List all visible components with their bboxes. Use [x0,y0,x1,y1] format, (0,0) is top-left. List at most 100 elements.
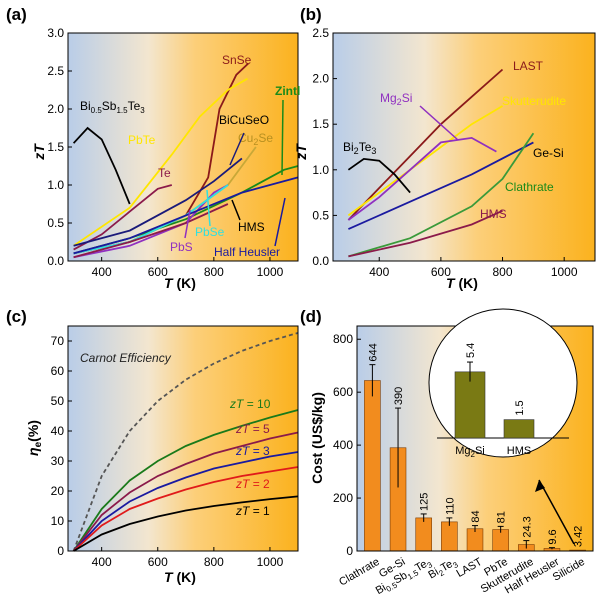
bar-value-half-heusler: 9.6 [547,529,559,544]
label-snse: SnSe [222,53,252,67]
category-label-bi2te3: Bi2Te3 [426,556,460,584]
bisbte-bi: Bi [80,99,91,113]
series-line-a-pbse [73,184,229,255]
series-line-b-clathrate [348,132,535,258]
panel-c-frame [67,325,299,552]
series-line-a-half-heusler [73,176,299,255]
panel-b-xlabel: T (K) [446,275,478,291]
bar-last [466,528,484,552]
bar-value-skutterudite: 24.3 [521,516,533,537]
ytick-label-c-50: 50 [51,394,65,408]
series-line-c-zt-3 [72,451,299,552]
bisbte-s1: 0.5 [91,106,103,115]
panel-a-xlabel: T (K) [164,275,196,291]
inset-cat-mg: Mg [455,445,470,457]
ytick-label-c-70: 70 [51,334,65,348]
bar-value-last: 84 [470,510,482,522]
series-line-a-te [73,184,173,251]
xtick-label-b-800: 800 [493,265,513,279]
ytick-label-b-2.0: 2.0 [312,72,329,86]
label-mg2si: Mg2Si [380,91,412,107]
xtick-label-c-800: 800 [204,555,224,569]
label-bi2te3: Bi2Te3 [343,140,376,156]
label-hms-b: HMS [480,207,507,221]
bar-value-bi2te3: 110 [444,497,456,515]
bar-value-clathrate: 644 [367,343,379,361]
ytick-label-a-2.0: 2.0 [47,102,64,116]
ytick-label-a-1.5: 1.5 [47,140,64,154]
panel-label-c: (c) [6,307,27,326]
xtick-label-c-400: 400 [92,555,112,569]
label-zt10: zT = 10 [229,397,271,411]
panel-c-xlabel-unit: (K) [177,569,196,585]
bi2te3-sub: 2 [354,146,359,156]
ytick-label-c-0: 0 [57,544,64,558]
zt2-var: zT [235,477,251,491]
xtick-label-a-400: 400 [92,265,112,279]
label-zt2: zT = 2 [235,477,270,491]
panel-b-xlabel-unit: (K) [459,275,478,291]
ytick-label-b-0.0: 0.0 [312,254,329,268]
zt5-val: = 5 [253,422,270,436]
panel-b-background [333,33,595,261]
ytick-label-c-60: 60 [51,364,65,378]
zt10-var: zT [229,397,245,411]
panel-b: 400 600 800 1000 0.0 0.5 1.0 1.5 2.0 2.5 zT T (K)… [293,26,596,291]
ytick-label-c-10: 10 [51,514,65,528]
label-pbse: PbSe [195,225,225,239]
cu2se-main: Cu [238,131,253,145]
category-part-bi0-5sb1-5te3-4: Te [413,558,429,574]
arrow-pbs [184,209,191,239]
label-bisbte: Bi0.5Sb1.5Te3 [80,99,145,115]
label-pbs: PbS [170,240,193,254]
arrow-bicuseo [229,132,245,166]
arrow-mg2si [419,105,459,141]
series-line-c-zt-2 [72,466,299,552]
xtick-label-a-800: 800 [204,265,224,279]
series-line-a-bi0-5sb1-5te3 [72,126,131,205]
label-zintl: Zintl [275,84,300,98]
ytick-label-a-0.5: 0.5 [47,216,64,230]
mg2si-main: Mg [380,91,397,105]
series-line-c-zt-5 [72,431,299,552]
mg2si-tail: Si [402,91,413,105]
series-line-b-bi2te3 [347,157,411,194]
label-cu2se: Cu2Se [238,131,273,147]
category-part-bi2te3-3: 3 [451,560,460,570]
xtick-label-b-1000: 1000 [551,265,578,279]
label-hms-a: HMS [238,220,265,234]
panel-a-xlabel-unit: (K) [177,275,196,291]
ytick-label-b-2.5: 2.5 [312,26,329,40]
arrow-zintl [281,99,284,176]
zt1-var: zT [235,504,251,518]
panel-c-ylabel-var: η [25,447,41,456]
inset-pointer-arrowhead [535,480,545,492]
inset-category-hms: HMS [507,445,531,457]
label-zt3: zT = 3 [235,444,270,458]
category-label-last: LAST [455,556,485,580]
arrow-pbse [206,189,211,227]
category-part-bi0-5sb1-5te3-5: 3 [426,560,435,570]
inset-category-mg2si: Mg2Si [455,445,485,459]
xtick-label-c-600: 600 [148,555,168,569]
inset-bar-mg2si [454,371,486,439]
ytick-label-b-1.0: 1.0 [312,163,329,177]
panel-d: 644 390 125 110 84 81 24.3 9.6 3.42 0 200 400 600 80… [309,308,594,597]
bar-value-bi0-5sb1-5te3: 125 [419,493,431,511]
bi2te3-main: Bi [343,140,354,154]
series-line-b-last [347,68,504,221]
panel-a: 400 600 800 1000 0.0 0.5 1.0 1.5 2.0 2.5 3.0 zT T … [31,26,300,291]
label-zt5: zT = 5 [235,422,270,436]
ytick-label-a-1.0: 1.0 [47,178,64,192]
category-part-bi2te3-2: Te [439,558,455,574]
label-skutterudite: Skutterudite [502,94,566,108]
cu2se-sub: 2 [253,137,258,147]
ytick-label-d-400: 400 [333,438,353,452]
panel-c: 400 600 800 1000 0 10 20 30 40 50 60 70 ηe(%) T (K)… [25,325,299,585]
inset-value-hms: 1.5 [514,400,526,415]
arrow-hms-a [231,199,241,221]
bar-clathrate [364,380,381,552]
label-clathrate: Clathrate [505,180,554,194]
ytick-label-c-30: 30 [51,454,65,468]
